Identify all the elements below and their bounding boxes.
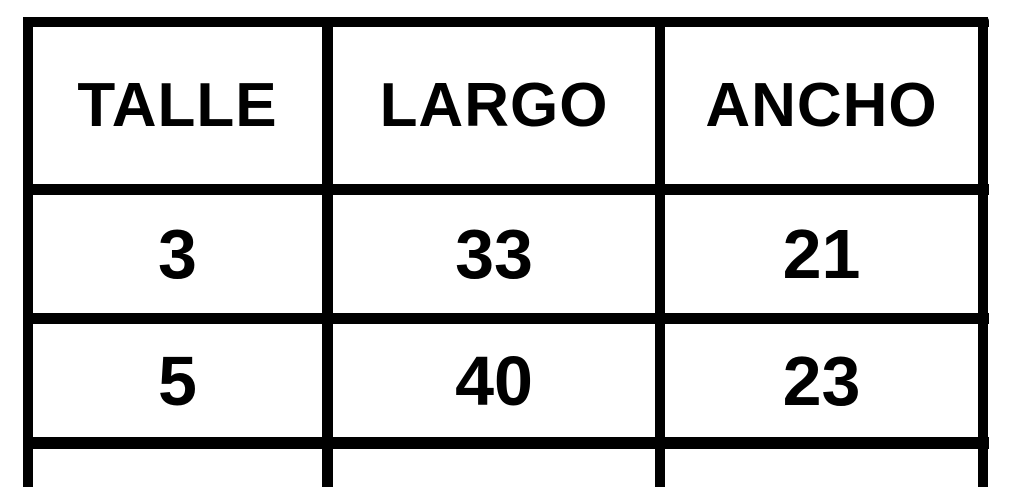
row-divider [23, 437, 989, 449]
table-cell-talle: 3 [158, 215, 197, 293]
column-header-ancho: ANCHO [705, 71, 938, 140]
table-border-top [23, 17, 989, 27]
table-border-right [978, 17, 988, 487]
column-header-talle: TALLE [77, 71, 278, 140]
table-cell-largo: 33 [455, 215, 533, 293]
table-cell-largo: 40 [455, 341, 533, 420]
table-cell-ancho: 21 [782, 215, 861, 293]
column-divider [655, 17, 665, 487]
table-cell-talle: 5 [158, 341, 197, 420]
table-cell-ancho: 23 [782, 341, 861, 420]
table-border-left [23, 17, 33, 487]
row-divider [23, 313, 989, 324]
column-header-largo: LARGO [379, 71, 609, 140]
column-divider [322, 17, 333, 487]
row-divider [23, 184, 989, 195]
